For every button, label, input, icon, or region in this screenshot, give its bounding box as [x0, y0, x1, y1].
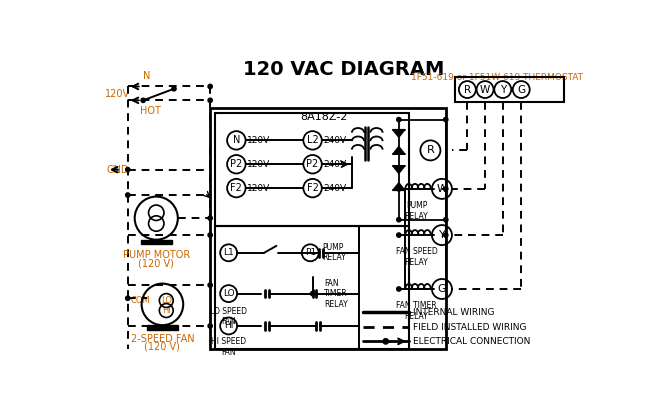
Circle shape [397, 287, 401, 291]
Text: P1: P1 [305, 248, 316, 257]
Polygon shape [393, 166, 405, 173]
Polygon shape [393, 129, 405, 137]
Text: N: N [143, 71, 151, 81]
Circle shape [125, 296, 130, 300]
Text: 120V: 120V [247, 136, 271, 145]
Text: Y: Y [439, 230, 446, 240]
Bar [147, 325, 178, 330]
Circle shape [208, 233, 212, 237]
Circle shape [444, 117, 448, 122]
Text: PUMP
RELAY: PUMP RELAY [405, 201, 428, 220]
Circle shape [397, 233, 401, 237]
Circle shape [125, 193, 130, 197]
Text: LO: LO [223, 289, 234, 298]
Circle shape [208, 324, 212, 328]
Text: COM: COM [131, 296, 150, 305]
Text: W: W [436, 184, 448, 194]
Text: R: R [427, 145, 434, 155]
Circle shape [208, 283, 212, 287]
Circle shape [444, 233, 448, 237]
Circle shape [397, 217, 401, 222]
Text: PUMP
RELAY: PUMP RELAY [322, 243, 346, 262]
Bar [215, 226, 409, 349]
Text: L1: L1 [223, 248, 234, 257]
Text: R: R [464, 85, 471, 95]
Text: F2: F2 [307, 183, 318, 193]
Bar [455, 77, 564, 102]
Text: 1F51-619 or 1F51W-619 THERMOSTAT: 1F51-619 or 1F51W-619 THERMOSTAT [411, 73, 584, 83]
Text: HI: HI [162, 306, 171, 315]
Text: 2-SPEED FAN: 2-SPEED FAN [131, 334, 194, 344]
Circle shape [208, 84, 212, 89]
Text: INTERNAL WIRING: INTERNAL WIRING [413, 308, 494, 317]
Text: 120V: 120V [105, 89, 130, 99]
Text: LO SPEED
FAN: LO SPEED FAN [210, 307, 247, 326]
Text: FIELD INSTALLED WIRING: FIELD INSTALLED WIRING [413, 323, 526, 332]
Text: PUMP MOTOR: PUMP MOTOR [123, 251, 190, 261]
Circle shape [208, 216, 212, 220]
Circle shape [208, 98, 212, 103]
Text: ELECTRICAL CONNECTION: ELECTRICAL CONNECTION [413, 337, 530, 346]
Circle shape [310, 292, 315, 296]
Text: FAN TIMER
RELAY: FAN TIMER RELAY [396, 301, 437, 321]
Text: GND: GND [107, 165, 129, 175]
Text: F2: F2 [230, 183, 243, 193]
Text: 120 VAC DIAGRAM: 120 VAC DIAGRAM [243, 60, 444, 79]
Polygon shape [393, 183, 405, 190]
Text: Y: Y [500, 85, 506, 95]
Text: FAN
TIMER
RELAY: FAN TIMER RELAY [324, 279, 348, 308]
Text: HI SPEED
FAN: HI SPEED FAN [211, 337, 246, 357]
Bar [141, 240, 172, 244]
Text: (120 V): (120 V) [145, 341, 180, 352]
Polygon shape [393, 147, 405, 154]
Text: 8A18Z-2: 8A18Z-2 [300, 112, 348, 122]
Circle shape [444, 217, 448, 222]
Bar [210, 108, 446, 349]
Text: HOT: HOT [141, 106, 161, 116]
Text: FAN SPEED
RELAY: FAN SPEED RELAY [396, 247, 438, 267]
Text: 120V: 120V [247, 160, 271, 169]
Circle shape [397, 117, 401, 122]
Text: P2: P2 [306, 159, 319, 169]
Circle shape [444, 187, 448, 191]
Circle shape [172, 87, 176, 91]
Text: N: N [232, 135, 240, 145]
Text: 240V: 240V [324, 160, 346, 169]
Text: (120 V): (120 V) [138, 258, 174, 268]
Circle shape [125, 168, 130, 172]
Text: 240V: 240V [324, 184, 346, 193]
Circle shape [397, 187, 401, 191]
Circle shape [383, 339, 389, 344]
Text: L2: L2 [307, 135, 318, 145]
Text: LO: LO [161, 296, 172, 305]
Text: P2: P2 [230, 159, 243, 169]
Text: 240V: 240V [324, 136, 346, 145]
Text: HI: HI [224, 321, 233, 331]
Circle shape [141, 98, 145, 103]
Text: W: W [480, 85, 490, 95]
Text: G: G [438, 284, 446, 294]
Text: G: G [517, 85, 525, 95]
Text: 120V: 120V [247, 184, 271, 193]
Bar [215, 114, 409, 226]
